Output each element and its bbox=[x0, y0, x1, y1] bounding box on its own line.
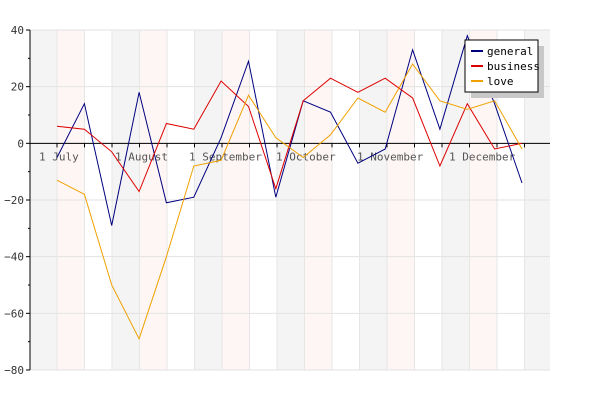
y-tick-label: −60 bbox=[4, 307, 24, 320]
series-line-business bbox=[56, 77, 523, 193]
series-lines bbox=[56, 34, 523, 341]
x-month-label: 1 December bbox=[449, 150, 516, 163]
x-month-label: 1 October bbox=[276, 150, 336, 163]
y-tick-label: −80 bbox=[4, 364, 24, 377]
y-tick-label: 0 bbox=[17, 137, 24, 150]
x-month-label: 1 November bbox=[357, 150, 424, 163]
x-month-labels: 1 July 1 August 1 September 1 October 1 Nove… bbox=[39, 150, 516, 163]
legend-label-general: general bbox=[487, 45, 533, 58]
y-tick-label: 20 bbox=[11, 81, 24, 94]
series-line-love bbox=[56, 63, 523, 341]
legend-label-love: love bbox=[487, 75, 514, 88]
y-tick-label: −20 bbox=[4, 194, 24, 207]
legend-label-business: business bbox=[487, 60, 540, 73]
series-line-general bbox=[56, 34, 523, 226]
legend: general business love bbox=[464, 39, 544, 98]
y-tick-label: −40 bbox=[4, 251, 24, 264]
y-tick-label: 40 bbox=[11, 24, 24, 37]
x-month-label: 1 July bbox=[39, 150, 79, 163]
x-month-label: 1 September bbox=[189, 150, 262, 163]
x-month-label: 1 August bbox=[115, 150, 168, 163]
